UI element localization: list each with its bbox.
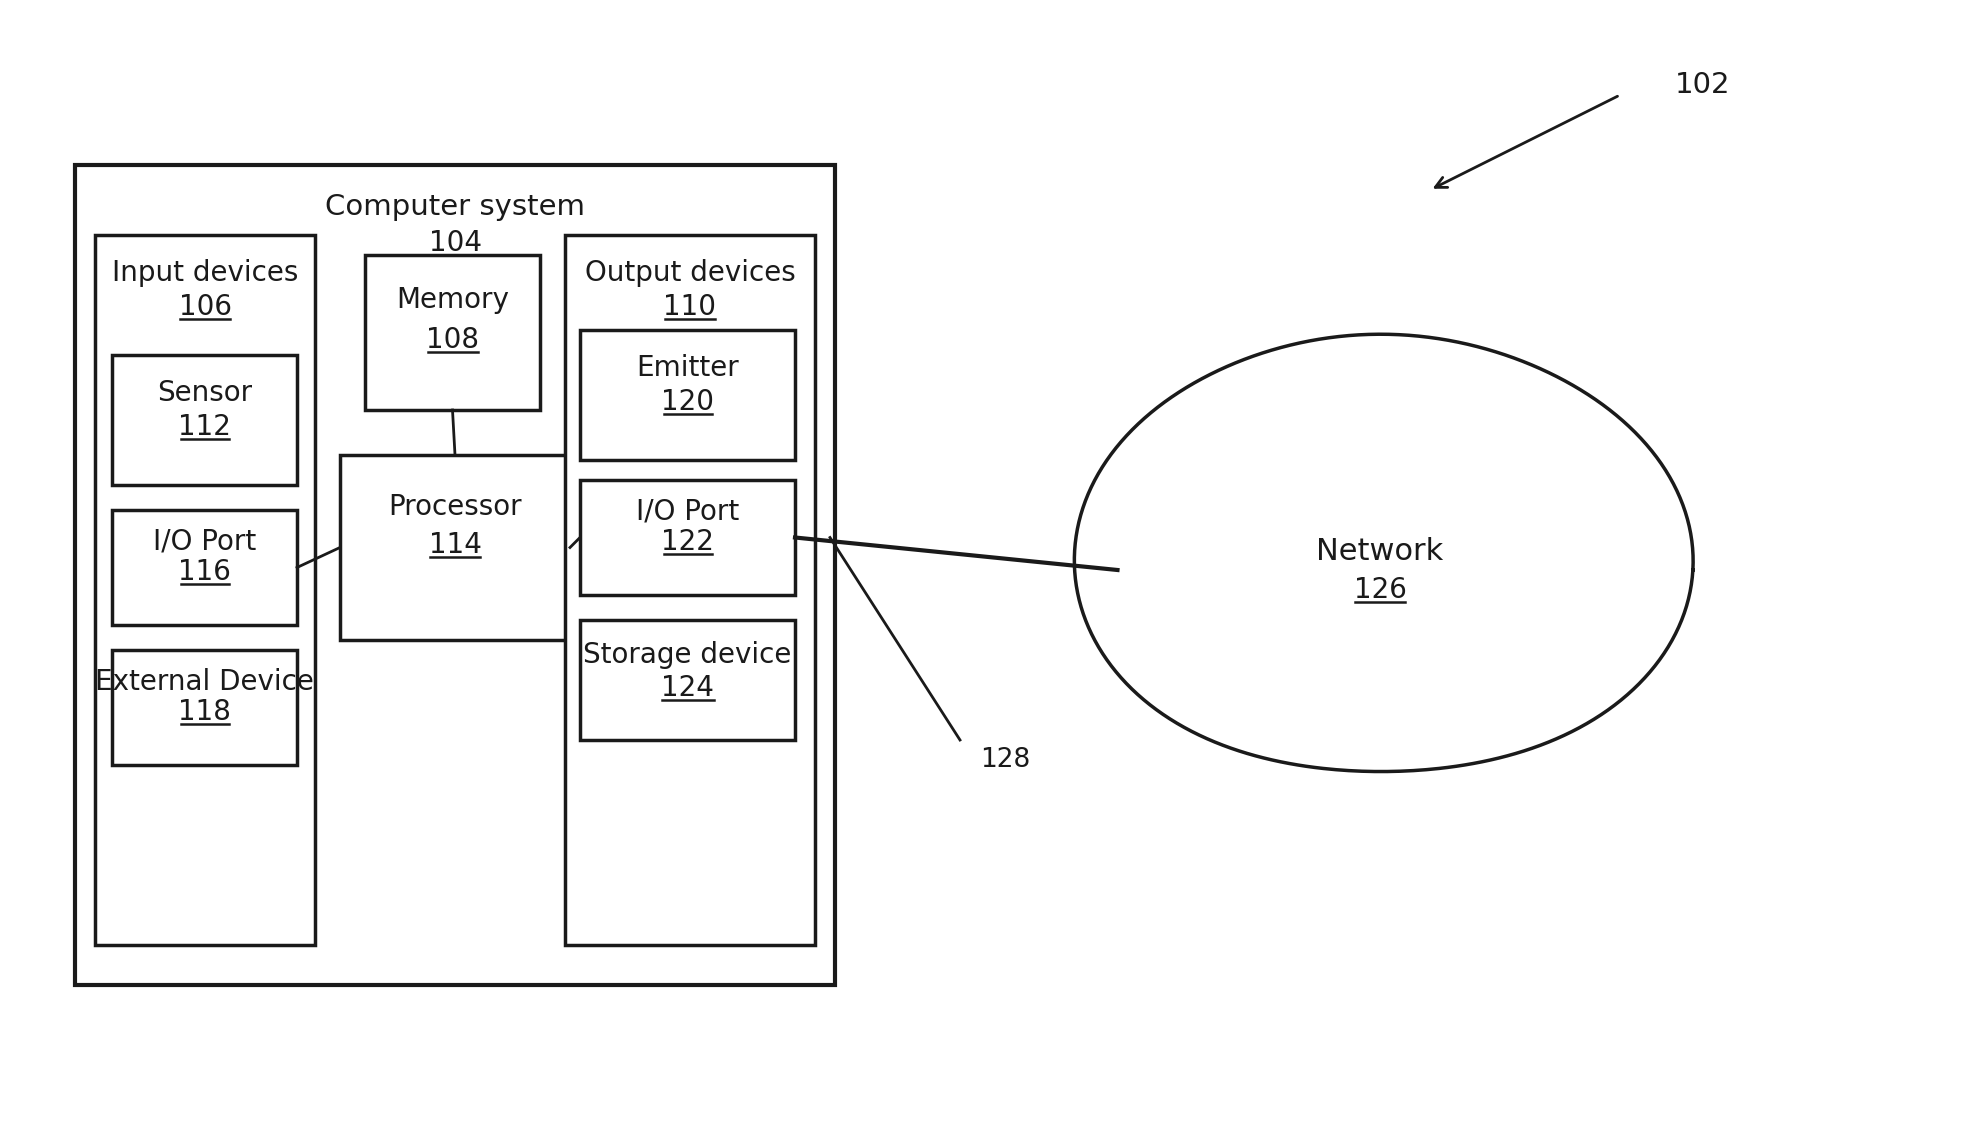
Text: 124: 124 (661, 674, 714, 702)
Text: Computer system: Computer system (326, 193, 586, 221)
Text: 110: 110 (663, 293, 716, 321)
Bar (112, 510, 298, 625)
Bar (580, 480, 795, 596)
Text: I/O Port: I/O Port (635, 498, 740, 526)
Text: External Device: External Device (95, 668, 314, 696)
Text: 104: 104 (428, 229, 481, 257)
Polygon shape (1075, 334, 1693, 772)
Bar (580, 620, 795, 740)
Bar (95, 235, 316, 945)
Bar (564, 235, 815, 945)
Text: 114: 114 (428, 531, 481, 559)
Bar (75, 165, 835, 985)
Text: 102: 102 (1675, 71, 1730, 99)
Text: Processor: Processor (389, 493, 521, 521)
Text: Input devices: Input devices (112, 259, 298, 287)
Text: Output devices: Output devices (584, 259, 795, 287)
Text: 120: 120 (661, 387, 714, 416)
Text: Network: Network (1316, 537, 1444, 567)
Text: Emitter: Emitter (635, 354, 738, 382)
Text: 126: 126 (1353, 576, 1407, 604)
Text: 118: 118 (178, 698, 231, 726)
Text: Memory: Memory (397, 286, 509, 314)
Text: 128: 128 (981, 748, 1030, 773)
Text: 112: 112 (178, 413, 231, 441)
Text: 106: 106 (178, 293, 231, 321)
Bar (365, 255, 541, 410)
Text: I/O Port: I/O Port (152, 528, 256, 555)
Bar (580, 330, 795, 459)
Text: Sensor: Sensor (158, 379, 253, 407)
Bar (339, 455, 570, 640)
Text: 122: 122 (661, 528, 714, 555)
Text: 108: 108 (426, 326, 479, 354)
Bar (112, 650, 298, 765)
Text: 116: 116 (178, 558, 231, 586)
Bar (112, 355, 298, 485)
Text: Storage device: Storage device (584, 641, 791, 669)
